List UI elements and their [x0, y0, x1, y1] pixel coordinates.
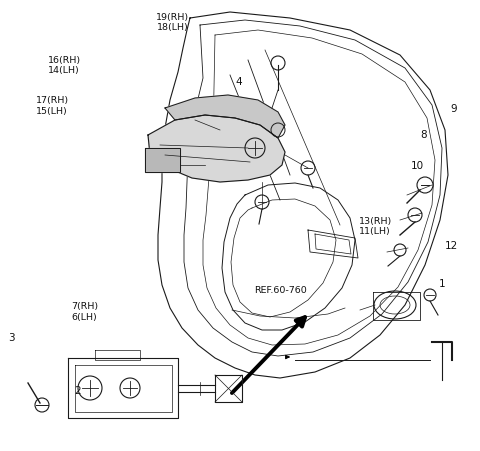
- Text: 13(RH)
11(LH): 13(RH) 11(LH): [359, 216, 392, 236]
- Polygon shape: [165, 95, 285, 138]
- Text: 10: 10: [411, 161, 424, 171]
- Text: 3: 3: [9, 333, 15, 343]
- Text: 9: 9: [450, 104, 457, 114]
- Text: 7(RH)
6(LH): 7(RH) 6(LH): [71, 302, 98, 322]
- Polygon shape: [145, 148, 180, 172]
- Text: 4: 4: [235, 77, 242, 87]
- Polygon shape: [148, 115, 285, 182]
- Text: 5: 5: [148, 154, 155, 164]
- Text: 8: 8: [420, 130, 427, 140]
- Text: 17(RH)
15(LH): 17(RH) 15(LH): [36, 96, 69, 116]
- Text: 12: 12: [444, 241, 458, 251]
- Text: REF.60-760: REF.60-760: [254, 286, 307, 295]
- Text: 16(RH)
14(LH): 16(RH) 14(LH): [48, 55, 81, 75]
- Text: 2: 2: [74, 387, 81, 396]
- Text: 19(RH)
18(LH): 19(RH) 18(LH): [156, 13, 190, 32]
- Text: 1: 1: [439, 279, 446, 289]
